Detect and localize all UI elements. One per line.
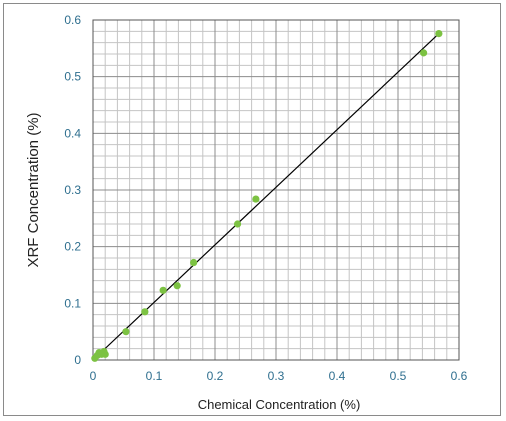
plot-area-border <box>92 19 460 361</box>
y-tick-label: 0.1 <box>64 296 81 310</box>
data-point <box>141 308 149 316</box>
x-axis-title: Chemical Concentration (%) <box>198 397 361 412</box>
x-tick-label: 0.2 <box>207 369 224 383</box>
x-tick-labels: 0 0.1 0.2 0.3 0.4 0.5 0.6 <box>90 369 468 383</box>
data-point <box>122 328 130 336</box>
data-point <box>435 29 443 38</box>
data-point <box>190 258 198 267</box>
y-tick-label: 0.5 <box>64 70 81 84</box>
y-tick-label: 0.2 <box>64 240 81 254</box>
y-tick-label: 0.4 <box>64 126 81 140</box>
x-tick-label: 0.4 <box>329 369 346 383</box>
data-point <box>420 49 428 57</box>
data-points <box>91 29 443 362</box>
x-tick-label: 0.3 <box>268 369 285 383</box>
x-tick-label: 0.5 <box>390 369 407 383</box>
fit-line-group <box>92 33 440 361</box>
data-point <box>233 220 242 228</box>
data-point <box>101 350 109 358</box>
x-tick-label: 0.6 <box>451 369 468 383</box>
y-tick-label: 0 <box>74 353 81 367</box>
y-tick-labels: 0 0.1 0.2 0.3 0.4 0.5 0.6 <box>64 13 81 367</box>
data-point <box>173 282 181 290</box>
major-grid <box>93 20 459 360</box>
x-tick-label: 0 <box>90 369 97 383</box>
y-axis-title: XRF Concentration (%) <box>25 112 42 267</box>
data-point <box>159 286 167 294</box>
fit-line <box>92 33 440 361</box>
x-tick-label: 0.1 <box>146 369 163 383</box>
y-tick-label: 0.6 <box>64 13 81 27</box>
y-tick-label: 0.3 <box>64 183 81 197</box>
data-point <box>252 195 260 203</box>
